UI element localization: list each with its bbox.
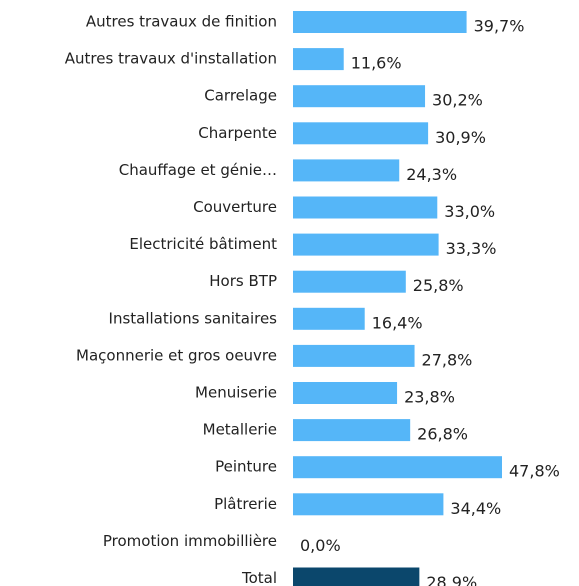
- value-label: 0,0%: [300, 536, 341, 555]
- category-label: Autres travaux de finition: [86, 13, 277, 31]
- bar: [293, 48, 344, 71]
- bar: [293, 159, 400, 182]
- bar: [293, 196, 438, 219]
- bar: [293, 344, 415, 367]
- value-label: 26,8%: [417, 425, 468, 444]
- bar: [293, 11, 467, 33]
- bar: [293, 456, 502, 479]
- bar: [293, 382, 398, 404]
- value-label: 23,8%: [404, 388, 455, 407]
- bar: [293, 270, 406, 293]
- category-label: Charpente: [198, 124, 277, 142]
- value-label: 30,9%: [435, 128, 486, 147]
- category-label: Carrelage: [204, 87, 277, 105]
- category-label: Autres travaux d'installation: [65, 50, 277, 68]
- category-label: Chauffage et génie…: [119, 161, 277, 179]
- category-label: Plâtrerie: [214, 495, 277, 513]
- value-label: 16,4%: [372, 313, 423, 332]
- value-label: 30,2%: [432, 91, 483, 110]
- bar: [293, 419, 411, 442]
- category-label: Promotion immobillière: [103, 532, 277, 550]
- value-label: 25,8%: [413, 276, 464, 295]
- category-label: Electricité bâtiment: [129, 235, 277, 253]
- value-label: 33,0%: [444, 202, 495, 221]
- category-label: Menuiserie: [195, 384, 277, 402]
- bar: [293, 493, 444, 516]
- bar: [293, 85, 426, 108]
- bar: [293, 233, 439, 256]
- bar: [293, 567, 420, 586]
- value-label: 24,3%: [406, 165, 457, 184]
- value-label: 28,9%: [426, 573, 477, 586]
- value-label: 34,4%: [450, 499, 501, 518]
- category-label: Maçonnerie et gros oeuvre: [76, 346, 277, 364]
- value-label: 39,7%: [474, 17, 525, 36]
- category-label: Metallerie: [203, 421, 277, 439]
- value-label: 33,3%: [446, 239, 497, 258]
- value-label: 27,8%: [422, 350, 473, 369]
- category-label: Peinture: [215, 458, 277, 476]
- bar: [293, 122, 429, 145]
- value-label: 47,8%: [509, 462, 560, 481]
- category-label: Total: [241, 569, 277, 586]
- category-label: Couverture: [193, 198, 277, 216]
- category-label: Installations sanitaires: [109, 309, 278, 327]
- value-label: 11,6%: [351, 54, 402, 73]
- bar: [293, 307, 365, 330]
- category-label: Hors BTP: [209, 272, 277, 290]
